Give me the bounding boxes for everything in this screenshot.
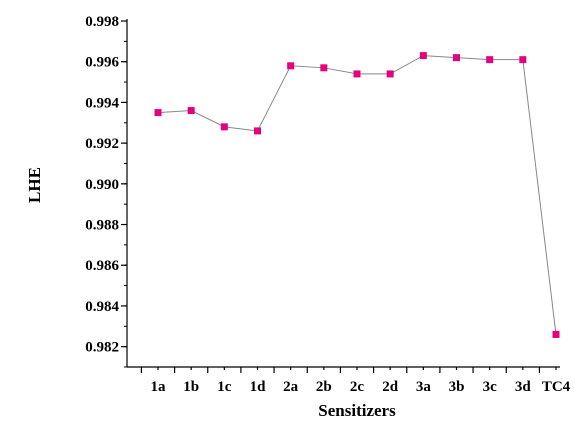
x-tick-label: 1a	[151, 379, 167, 395]
data-point	[154, 109, 162, 117]
data-point	[386, 70, 394, 78]
axes	[126, 19, 560, 368]
series-line	[157, 55, 557, 335]
data-point	[187, 107, 195, 115]
x-tick-label: 2b	[316, 379, 332, 395]
x-tick-label: TC4	[542, 379, 571, 395]
data-point	[519, 56, 527, 64]
x-tick-label: 3b	[449, 379, 465, 395]
y-axis-title: LHE	[25, 167, 44, 203]
x-ticks: 1a 1b 1c 1d 2a 2b 2c 2d 3a 3b 3c 3d TC4	[140, 367, 571, 395]
y-tick-label: 0.990	[85, 177, 119, 193]
data-point	[320, 64, 328, 72]
y-tick-label: 0.982	[85, 340, 119, 356]
y-tick-label: 0.986	[85, 258, 119, 274]
y-tick-label: 0.984	[85, 299, 119, 315]
data-point	[453, 54, 460, 62]
y-tick-label: 0.998	[85, 14, 119, 30]
x-tick-label: 1d	[250, 379, 267, 395]
x-tick-label: 2a	[283, 379, 299, 395]
data-point	[353, 70, 361, 78]
series	[154, 52, 560, 338]
data-point	[287, 62, 295, 70]
y-tick-label: 0.992	[85, 136, 119, 152]
x-tick-label: 1b	[183, 379, 199, 395]
x-tick-label: 1c	[217, 379, 232, 395]
x-tick-label: 2d	[382, 379, 399, 395]
data-point	[419, 52, 427, 60]
data-point	[254, 127, 261, 135]
x-tick-label: 3d	[515, 379, 532, 395]
data-point	[552, 330, 560, 338]
x-tick-label: 3a	[416, 379, 432, 395]
x-tick-label: 3c	[483, 379, 498, 395]
x-axis-title: Sensitizers	[318, 401, 396, 420]
data-point	[486, 56, 494, 64]
x-tick-label: 2c	[350, 379, 365, 395]
y-tick-label: 0.996	[85, 55, 119, 71]
y-tick-label: 0.988	[85, 218, 119, 234]
data-point	[220, 123, 228, 131]
y-ticks: 0.982 0.984 0.986 0.988 0.990 0.992 0.994 0.996…	[85, 14, 127, 368]
y-tick-label: 0.994	[85, 95, 119, 111]
